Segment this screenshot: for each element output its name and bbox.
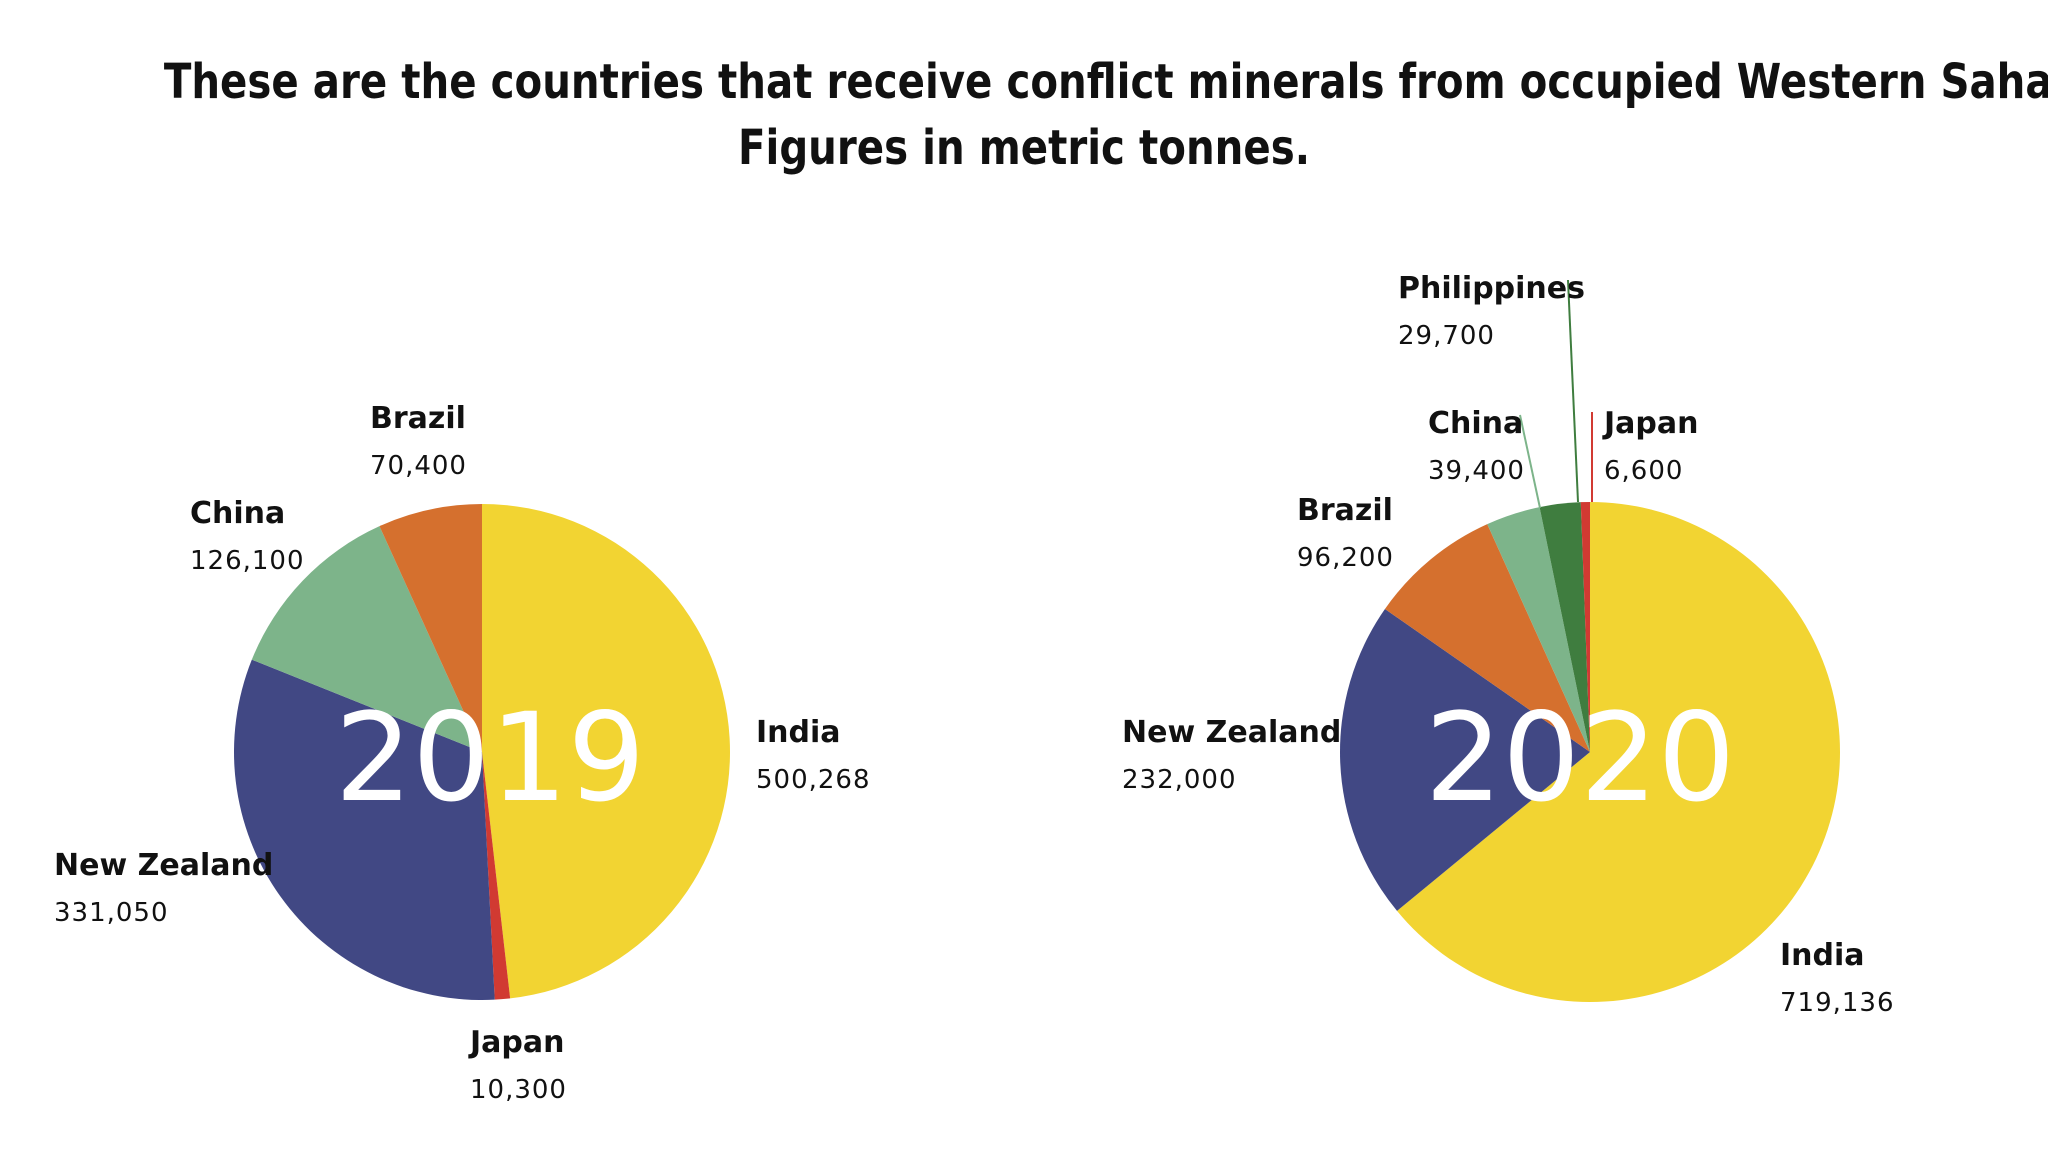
slice-label-2019-china: China <box>190 496 285 531</box>
slice-label-2019-brazil: Brazil <box>370 401 466 436</box>
leader-line-2020-china <box>1519 414 1541 509</box>
slice-label-2020-china: China <box>1428 406 1523 441</box>
slice-label-2020-brazil: Brazil <box>1297 493 1393 528</box>
slice-value-2020-india: 719,136 <box>1780 988 1895 1018</box>
slice-value-2020-brazil: 96,200 <box>1297 543 1394 573</box>
slice-value-2019-japan: 10,300 <box>470 1075 567 1105</box>
slice-value-2020-new-zealand: 232,000 <box>1122 765 1237 795</box>
slice-label-2019-japan: Japan <box>468 1025 564 1060</box>
pie-2019: 2019 India 500,268 Japan 10,300 New Zealand 33… <box>54 401 871 1105</box>
slice-2020-japan <box>1580 502 1590 752</box>
slice-label-2020-india: India <box>1780 938 1865 973</box>
pie-2020: 2020 India 719,136 New Zealand 232,000 Brazil… <box>1122 271 1895 1018</box>
slice-2020-india <box>1397 502 1840 1002</box>
slice-value-2020-japan: 6,600 <box>1604 456 1683 486</box>
slice-value-2020-china: 39,400 <box>1428 456 1525 486</box>
slice-label-2019-india: India <box>756 715 841 750</box>
year-label-2019: 2019 <box>335 687 645 829</box>
slice-2020-new-zealand <box>1340 608 1590 911</box>
slice-value-2019-new-zealand: 331,050 <box>54 898 169 928</box>
slice-label-2020-new-zealand: New Zealand <box>1122 715 1341 750</box>
slice-label-2020-philippines: Philippines <box>1398 271 1585 306</box>
slice-label-2019-new-zealand: New Zealand <box>54 848 273 883</box>
slice-label-2020-japan: Japan <box>1602 406 1698 441</box>
slice-2019-india <box>482 504 730 999</box>
slice-2019-japan <box>482 752 511 1000</box>
chart-subtitle: Figures in metric tonnes. <box>737 120 1311 176</box>
slice-value-2019-china: 126,100 <box>190 546 305 576</box>
chart-title: These are the countries that receive con… <box>163 54 2048 110</box>
leader-line-2020-philippines <box>1567 279 1579 503</box>
slice-value-2019-india: 500,268 <box>756 765 871 795</box>
slice-2020-philippines <box>1539 502 1590 752</box>
slice-2019-brazil <box>379 504 482 752</box>
year-label-2020: 2020 <box>1425 687 1735 829</box>
slice-value-2020-philippines: 29,700 <box>1398 321 1495 351</box>
slice-value-2019-brazil: 70,400 <box>370 451 467 481</box>
slice-2020-china <box>1487 507 1590 752</box>
slice-2019-new-zealand <box>233 659 495 1000</box>
slice-2019-china <box>251 526 482 752</box>
slice-2020-brazil <box>1384 524 1590 752</box>
